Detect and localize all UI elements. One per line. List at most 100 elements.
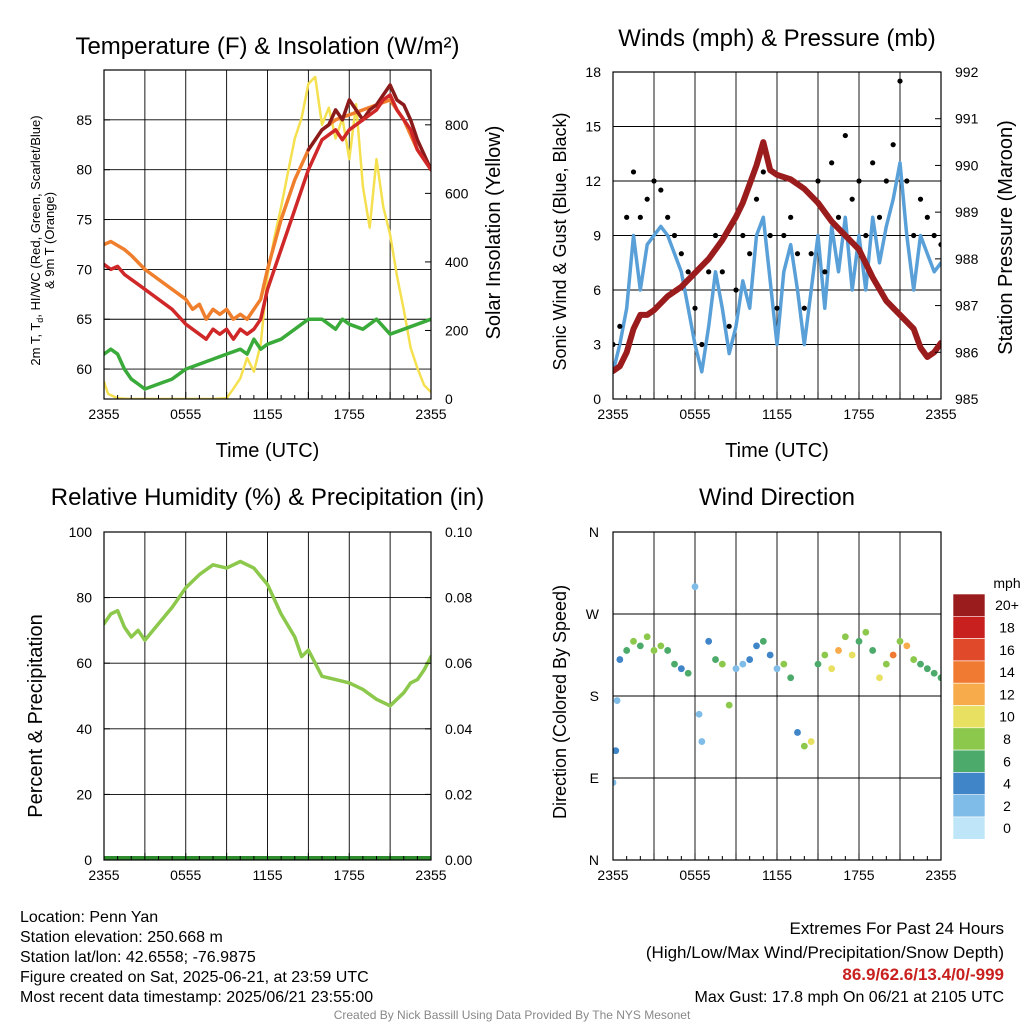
direction-point xyxy=(759,637,767,645)
legend-label: 4 xyxy=(1003,776,1011,792)
y-right-tick-label: 990 xyxy=(955,157,979,173)
direction-point xyxy=(671,660,678,668)
station-info-line: Most recent data timestamp: 2025/06/21 2… xyxy=(20,989,373,1006)
series-station-pressure xyxy=(613,139,941,374)
direction-point xyxy=(828,665,836,673)
legend-label: 8 xyxy=(1003,731,1011,747)
y-right-tick-label: 989 xyxy=(955,204,979,220)
gust-point xyxy=(644,196,650,202)
panel-1: Temperature (F) & Insolation (W/m²)2355 0… xyxy=(28,33,505,462)
gust-point xyxy=(651,178,657,184)
gust-point xyxy=(781,232,787,239)
direction-point xyxy=(695,710,703,718)
direction-point xyxy=(664,647,672,654)
gust-point xyxy=(938,241,941,248)
gust-point xyxy=(890,142,896,148)
panel-4: Wind Direction mph 20+ 18 16 14 12 10 8 6 4 2 0 2355 0… xyxy=(550,484,1021,883)
direction-point xyxy=(937,674,941,682)
y-axis-label-line2: & 9m T (Orange) xyxy=(42,192,57,289)
plot-area xyxy=(613,583,941,786)
y-right-tick-label: 985 xyxy=(955,391,979,407)
y-axis-label: Sonic Wind & Gust (Blue, Black) xyxy=(550,112,570,370)
gust-point xyxy=(856,178,862,184)
gust-point xyxy=(719,269,725,275)
direction-point xyxy=(780,660,788,668)
x-tick-label: 1155 xyxy=(762,867,792,883)
direction-point xyxy=(650,647,658,654)
direction-point xyxy=(684,669,692,677)
gust-point xyxy=(801,305,807,311)
y-tick-label: 65 xyxy=(76,311,92,327)
x-tick-label: 0555 xyxy=(170,406,201,422)
legend-swatch xyxy=(952,593,986,617)
direction-point xyxy=(773,665,781,673)
gust-point xyxy=(835,214,842,220)
direction-point xyxy=(869,647,877,654)
panel-title: Relative Humidity (%) & Precipitation (i… xyxy=(51,484,484,511)
station-info: Location: Penn Yan Station elevation: 250… xyxy=(20,909,373,1006)
y-right-tick-label: 0.08 xyxy=(445,590,472,606)
gust-point xyxy=(917,196,924,202)
direction-point xyxy=(725,701,733,709)
direction-point xyxy=(889,651,897,659)
gust-point xyxy=(617,323,623,329)
gust-point xyxy=(733,287,739,293)
legend-swatch xyxy=(952,705,986,729)
legend-swatch xyxy=(952,816,986,840)
legend-label: 2 xyxy=(1003,798,1011,814)
legend-label: 6 xyxy=(1003,753,1011,769)
y-right-tick-label: 0.02 xyxy=(445,786,472,802)
station-info-line: Station elevation: 250.668 m xyxy=(20,929,223,946)
x-tick-label: 1755 xyxy=(843,406,874,422)
y-tick-label: 3 xyxy=(593,337,601,353)
direction-point xyxy=(677,665,685,673)
direction-point xyxy=(613,697,621,704)
panel-title: Temperature (F) & Insolation (W/m²) xyxy=(75,33,459,60)
y-tick-label: 9 xyxy=(593,228,601,244)
direction-point xyxy=(807,738,815,745)
x-tick-label: 1155 xyxy=(252,867,282,883)
x-tick-label: 1755 xyxy=(843,867,874,883)
legend-swatch xyxy=(952,638,986,662)
y-tick-label: 80 xyxy=(76,162,92,178)
direction-point xyxy=(882,660,890,668)
series-2m-td xyxy=(104,317,431,391)
gust-point xyxy=(822,269,828,275)
legend-swatch xyxy=(952,682,986,706)
direction-point xyxy=(613,747,620,755)
y-right-tick-label: 987 xyxy=(955,298,979,314)
plot-area xyxy=(104,559,431,860)
y-axis-label-line1b: , HI/WC (Red, Green, Scarlet/Blue) xyxy=(28,115,43,317)
y-right-tick-label: 0.00 xyxy=(445,852,472,868)
series-sonic-wind xyxy=(613,161,941,374)
x-axis-label: Time (UTC) xyxy=(725,440,829,462)
gust-point xyxy=(726,323,732,329)
direction-point xyxy=(657,642,665,650)
direction-point xyxy=(862,628,870,636)
gust-point xyxy=(842,132,848,139)
gust-point xyxy=(706,269,712,275)
gust-point xyxy=(808,251,814,257)
direction-point xyxy=(613,779,617,786)
y-right-tick-label: 400 xyxy=(445,254,469,270)
y-tick-label: 75 xyxy=(76,212,92,228)
panel-title: Winds (mph) & Pressure (mb) xyxy=(618,25,935,52)
y-right-tick-label: 0.10 xyxy=(445,524,472,540)
series-hi-wc xyxy=(306,83,431,172)
direction-point xyxy=(787,674,795,682)
x-tick-label: 1755 xyxy=(334,867,365,883)
credit-line: Created By Nick Bassill Using Data Provi… xyxy=(334,1008,691,1022)
gust-point xyxy=(904,178,910,184)
y-tick-label: 60 xyxy=(76,361,92,377)
direction-point xyxy=(712,656,719,663)
series-relative-humidity xyxy=(104,559,431,708)
direction-point xyxy=(718,660,726,668)
direction-point xyxy=(896,637,904,645)
y-tick-label: 40 xyxy=(76,721,92,737)
gust-point xyxy=(870,160,876,166)
direction-point xyxy=(623,647,631,654)
gust-point xyxy=(637,214,643,220)
direction-point xyxy=(930,669,938,677)
direction-point xyxy=(814,660,822,668)
